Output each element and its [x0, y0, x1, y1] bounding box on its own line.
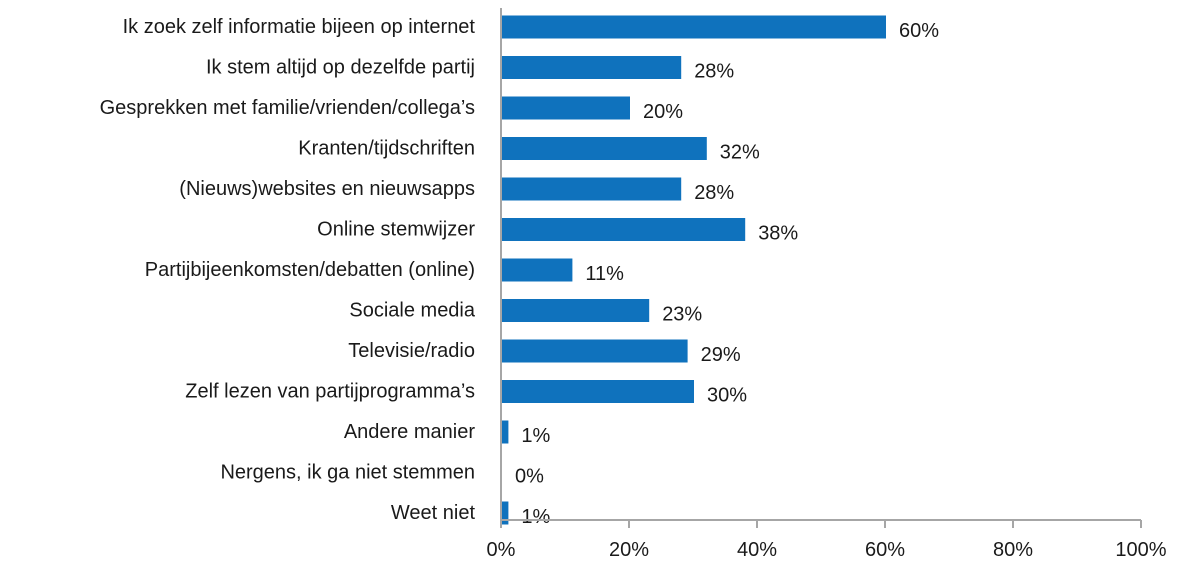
value-label: 1% [521, 506, 550, 528]
bar-7 [502, 299, 650, 322]
value-label: 23% [662, 304, 702, 326]
bar-12 [502, 501, 509, 525]
category-label: Andere manier [344, 421, 476, 443]
category-label: Kranten/tijdschriften [298, 138, 475, 160]
category-label: Online stemwijzer [317, 219, 475, 241]
axes-group [500, 8, 1141, 521]
category-label: Partijbijeenkomsten/debatten (online) [145, 259, 475, 281]
category-label: Ik stem altijd op dezelfde partij [206, 57, 475, 79]
bar-4 [502, 177, 682, 201]
bar-5 [502, 218, 746, 241]
bar-9 [502, 380, 694, 403]
value-label: 29% [701, 344, 741, 366]
value-label: 0% [515, 466, 544, 488]
bar-0 [502, 15, 886, 39]
bar-8 [502, 339, 688, 363]
bars-group [502, 15, 886, 525]
category-labels: Ik zoek zelf informatie bijeen op intern… [100, 16, 476, 524]
category-label: Ik zoek zelf informatie bijeen op intern… [123, 16, 476, 38]
value-label: 20% [643, 101, 683, 123]
value-label: 38% [758, 223, 798, 245]
category-label: Gesprekken met familie/vrienden/collega’… [100, 97, 475, 119]
value-labels: 60% 28% 20% 32% 28% 38% 11% 23% 29% 30% 1% 0% 1% [515, 20, 939, 528]
value-label: 28% [694, 61, 734, 83]
x-ticks: 0% 20% 40% 60% 80% 100% [487, 520, 1167, 561]
category-label: Nergens, ik ga niet stemmen [220, 462, 475, 484]
value-label: 30% [707, 385, 747, 407]
x-tick-label: 20% [609, 539, 649, 561]
x-tick-label: 100% [1115, 539, 1166, 561]
bar-1 [502, 56, 682, 79]
value-label: 32% [720, 142, 760, 164]
value-label: 1% [521, 425, 550, 447]
bar-6 [502, 258, 573, 282]
category-label: Zelf lezen van partijprogramma’s [185, 381, 475, 403]
bar-3 [502, 137, 707, 160]
x-tick-label: 80% [993, 539, 1033, 561]
category-label: Televisie/radio [348, 340, 475, 362]
value-label: 11% [585, 263, 624, 285]
bar-10 [502, 420, 509, 444]
x-tick-label: 60% [865, 539, 905, 561]
x-tick-label: 0% [487, 539, 516, 561]
category-label: Sociale media [349, 300, 476, 322]
bar-2 [502, 96, 630, 120]
value-label: 60% [899, 20, 939, 42]
category-label: Weet niet [391, 502, 476, 524]
category-label: (Nieuws)websites en nieuwsapps [179, 178, 475, 200]
x-tick-label: 40% [737, 539, 777, 561]
value-label: 28% [694, 182, 734, 204]
